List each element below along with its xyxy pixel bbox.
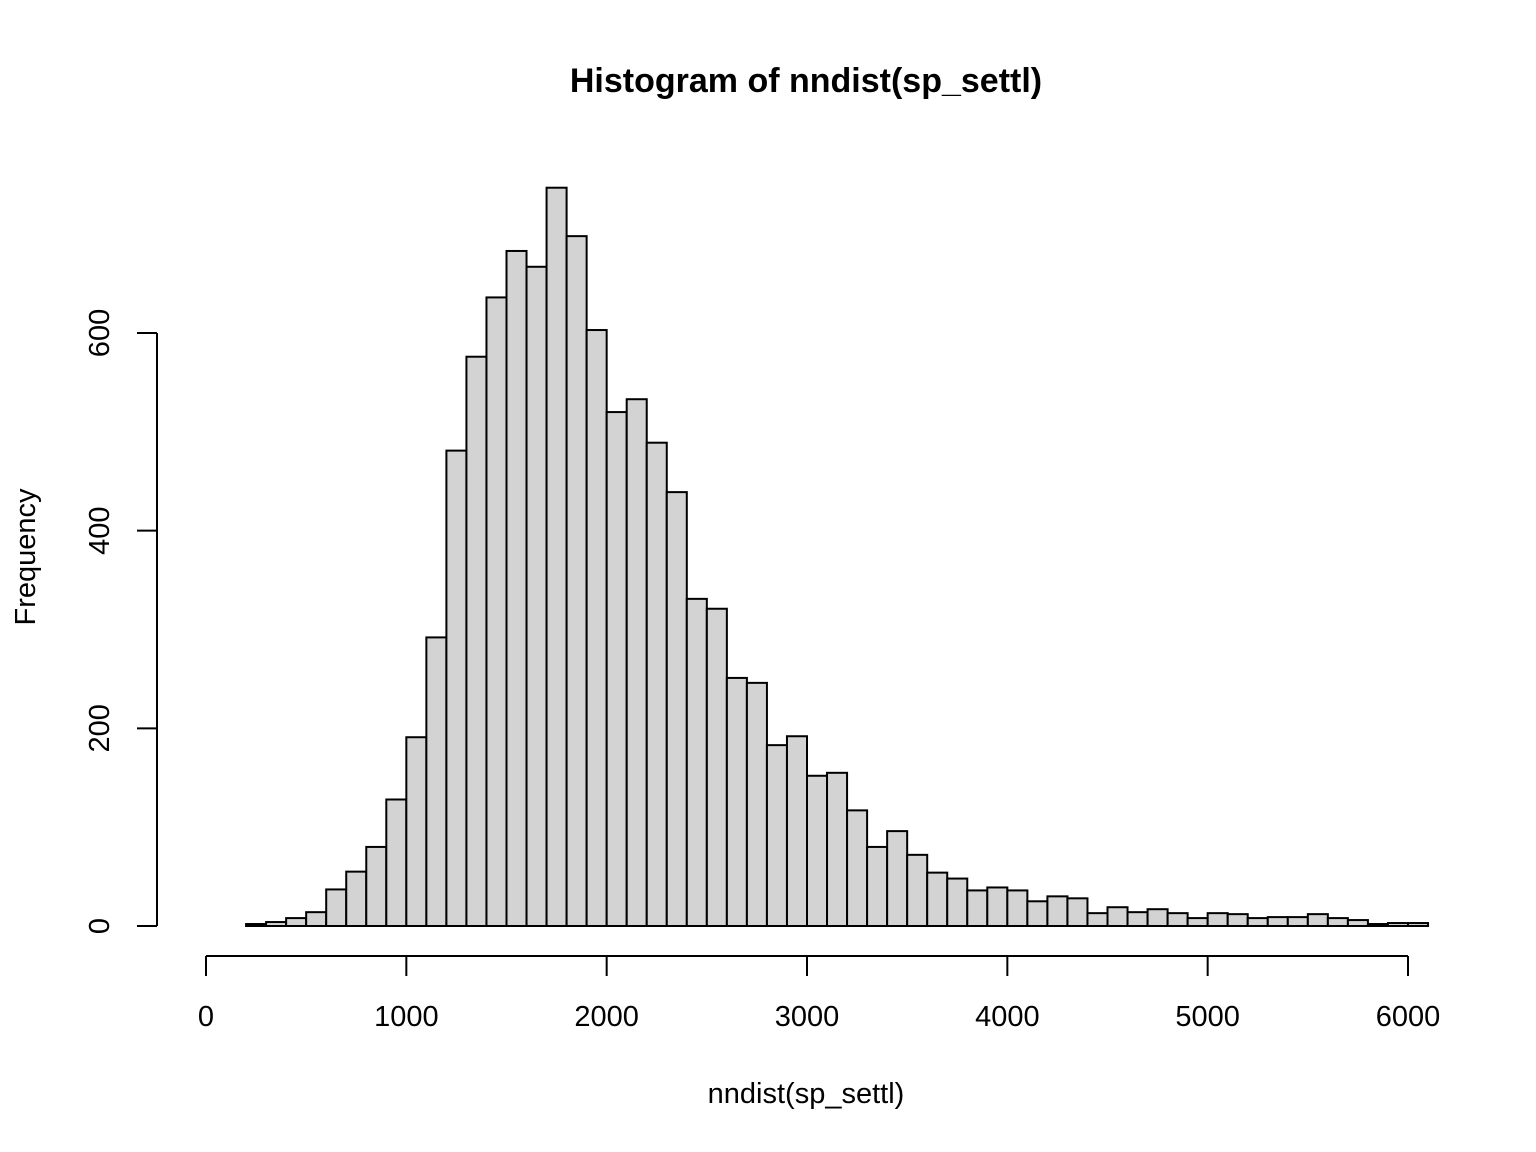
histogram-bar bbox=[1286, 916, 1309, 927]
histogram-bar bbox=[926, 871, 949, 928]
histogram-bar bbox=[565, 235, 588, 928]
y-tick-label: 200 bbox=[84, 704, 116, 752]
histogram-bar bbox=[505, 249, 528, 928]
histogram-bar bbox=[705, 607, 728, 927]
histogram-bar bbox=[285, 917, 308, 927]
x-tick-label: 2000 bbox=[574, 1001, 639, 1033]
histogram-bar bbox=[906, 853, 929, 928]
x-tick-label: 5000 bbox=[1175, 1001, 1240, 1033]
histogram-bar bbox=[986, 886, 1009, 928]
histogram-bar bbox=[625, 398, 648, 927]
histogram-bar bbox=[545, 186, 568, 927]
histogram-bar bbox=[946, 877, 969, 927]
histogram-bar bbox=[1266, 916, 1289, 927]
histogram-bar bbox=[345, 870, 368, 927]
histogram-bar bbox=[1186, 917, 1209, 927]
histogram-bar bbox=[745, 681, 768, 927]
histogram-bar bbox=[605, 411, 628, 928]
histogram-bar bbox=[1026, 900, 1049, 928]
histogram-bar bbox=[785, 735, 809, 927]
x-tick-label: 1000 bbox=[374, 1001, 439, 1033]
histogram-bar bbox=[866, 845, 889, 928]
histogram-bar bbox=[1006, 889, 1029, 927]
histogram-bar bbox=[265, 921, 288, 928]
histogram-bar bbox=[1106, 906, 1129, 928]
histogram-bar bbox=[1086, 912, 1109, 928]
x-tick-label: 6000 bbox=[1376, 1001, 1441, 1033]
histogram-bar bbox=[725, 676, 748, 928]
y-tick-label: 400 bbox=[84, 506, 116, 554]
y-axis-label: Frequency bbox=[10, 488, 42, 626]
histogram-bar bbox=[1346, 919, 1369, 928]
histogram-bar bbox=[1206, 912, 1229, 928]
histogram-bar bbox=[465, 355, 488, 928]
x-tick-label: 4000 bbox=[975, 1001, 1040, 1033]
x-axis-label: nndist(sp_settl) bbox=[708, 1078, 905, 1110]
x-axis: 0 1000 2000 3000 4000 5000 6000 bbox=[198, 955, 1441, 1033]
histogram-bar bbox=[826, 771, 849, 928]
histogram-bar bbox=[365, 845, 388, 928]
x-tick-label: 3000 bbox=[775, 1001, 840, 1033]
histogram-bar bbox=[1046, 895, 1069, 927]
histogram-bar bbox=[1226, 913, 1249, 928]
x-tick-label: 0 bbox=[198, 1001, 214, 1033]
histogram-bar bbox=[585, 329, 608, 928]
bars-group bbox=[245, 186, 1430, 928]
histogram-bar bbox=[525, 265, 548, 927]
chart-title: Histogram of nndist(sp_settl) bbox=[570, 62, 1042, 100]
histogram-bar bbox=[445, 449, 468, 927]
histogram-bar bbox=[1126, 911, 1149, 927]
histogram-bar bbox=[665, 491, 688, 927]
histogram-bar bbox=[425, 636, 448, 927]
histogram-bar bbox=[1306, 913, 1329, 928]
histogram-bar bbox=[1146, 908, 1169, 927]
histogram-bar bbox=[1166, 912, 1189, 928]
y-axis: 0 200 400 600 bbox=[84, 309, 158, 934]
histogram-bar bbox=[405, 736, 428, 927]
histogram-bar bbox=[1386, 922, 1410, 927]
histogram-bar bbox=[846, 809, 869, 927]
histogram-bar bbox=[1407, 922, 1430, 927]
histogram-bar bbox=[325, 888, 348, 927]
histogram-bar bbox=[1246, 917, 1269, 927]
histogram-bar bbox=[645, 441, 668, 927]
histogram-bar bbox=[886, 830, 909, 927]
histogram-bar bbox=[1366, 923, 1389, 927]
histogram-bar bbox=[765, 744, 788, 928]
histogram-bar bbox=[245, 923, 268, 927]
histogram-bar bbox=[806, 774, 829, 927]
histogram-bar bbox=[305, 911, 328, 927]
y-tick-label: 600 bbox=[84, 309, 116, 357]
histogram-bar bbox=[485, 296, 508, 928]
histogram-bar bbox=[1066, 897, 1089, 927]
histogram-bar bbox=[685, 597, 708, 928]
y-tick-label: 0 bbox=[84, 918, 116, 934]
histogram-bar bbox=[1326, 917, 1349, 927]
histogram-bar bbox=[966, 889, 989, 927]
histogram-bar bbox=[385, 798, 408, 928]
